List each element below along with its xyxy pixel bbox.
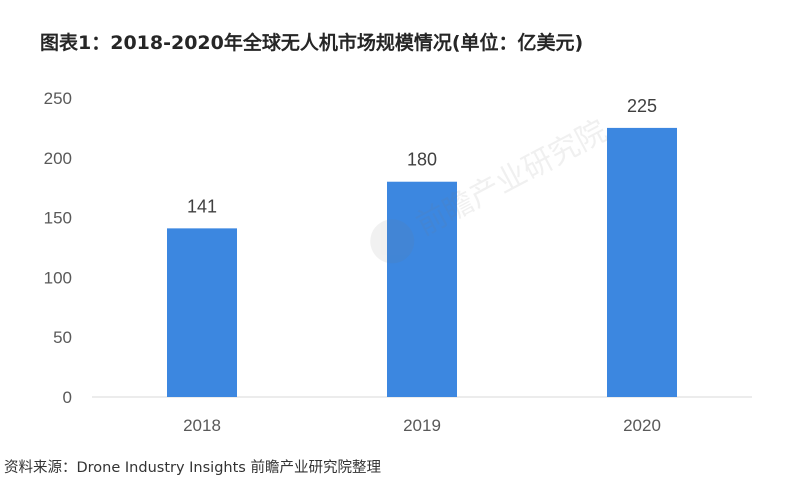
data-labels-group: 141 180 225 [187,96,657,216]
y-tick-label: 100 [44,268,72,287]
y-tick-label: 50 [53,328,72,347]
x-tick-label-2019: 2019 [403,416,441,435]
y-tick-label: 200 [44,149,72,168]
bar-2020 [607,127,677,398]
x-tick-label-2018: 2018 [183,416,221,435]
source-note: 资料来源：Drone Industry Insights 前瞻产业研究院整理 [4,460,381,476]
x-tick-label-2020: 2020 [623,416,661,435]
y-tick-label: 250 [44,89,72,108]
data-label-2019: 180 [407,150,437,170]
y-tick-label: 150 [44,209,72,228]
chart-title: 图表1：2018-2020年全球无人机市场规模情况(单位：亿美元) [40,32,584,54]
bars-group [167,127,677,398]
x-axis-tick-labels: 2018 2019 2020 [183,416,661,435]
bar-2018 [167,228,237,397]
data-label-2018: 141 [187,196,217,216]
y-axis-tick-labels: 0 50 100 150 200 250 [44,89,72,407]
data-label-2020: 225 [627,96,657,116]
y-tick-label: 0 [63,388,72,407]
bar-2019 [387,181,457,397]
